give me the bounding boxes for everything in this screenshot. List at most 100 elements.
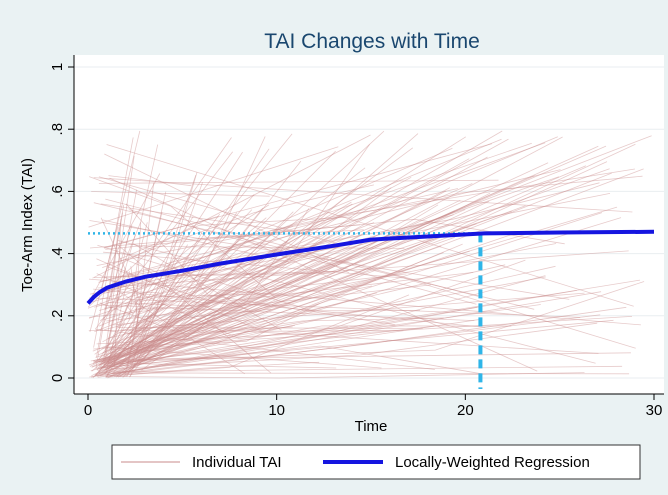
individual-tai-line-123 [108, 225, 133, 302]
individual-tai-line-214 [106, 294, 410, 377]
individual-tai-line-113 [89, 225, 119, 333]
individual-tai-line-216 [116, 280, 248, 377]
y-tick-label-0: 0 [49, 374, 66, 382]
individual-tai-line-31 [100, 130, 141, 292]
individual-tai-line-128 [108, 227, 119, 326]
individual-tai-line-94 [122, 295, 213, 378]
individual-tai-line-157 [93, 272, 335, 278]
individual-tai-line-19 [100, 279, 641, 368]
individual-tai-line-138 [107, 281, 645, 363]
individual-tai-line-190 [95, 212, 123, 369]
individual-tai-line-98 [132, 207, 264, 369]
individual-tai-line-202 [96, 234, 512, 376]
individual-tai-line-228 [109, 287, 239, 354]
individual-tai-line-221 [118, 216, 352, 260]
individual-tai-line-65 [103, 251, 636, 349]
individual-tai-line-36 [116, 306, 478, 375]
individual-tai-line-168 [114, 372, 585, 379]
individual-tai-line-176 [108, 175, 192, 187]
individual-tai-line-169 [109, 200, 490, 377]
individual-tai-line-223 [117, 208, 310, 378]
individual-tai-line-111 [139, 212, 603, 362]
individual-tai-line-86 [135, 182, 155, 334]
individual-tai-line-32 [92, 134, 371, 279]
individual-tai-lines [87, 130, 652, 379]
individual-tai-line-130 [141, 187, 392, 371]
individual-tai-line-48 [106, 144, 634, 307]
individual-tai-line-209 [95, 250, 470, 358]
chart-title: TAI Changes with Time [264, 30, 480, 53]
individual-tai-line-78 [96, 278, 376, 377]
individual-tai-line-0 [105, 198, 479, 297]
individual-tai-line-145 [91, 190, 447, 377]
individual-tai-line-121 [107, 145, 599, 367]
individual-tai-line-125 [95, 168, 610, 375]
individual-tai-line-44 [98, 172, 612, 375]
individual-tai-line-193 [89, 224, 361, 249]
individual-tai-line-88 [97, 250, 629, 289]
individual-tai-line-79 [91, 232, 437, 368]
individual-tai-line-151 [112, 291, 602, 375]
individual-tai-line-172 [124, 259, 174, 280]
individual-tai-line-57 [105, 346, 382, 369]
individual-tai-line-132 [106, 147, 414, 375]
individual-tai-line-189 [135, 293, 283, 298]
individual-tai-line-35 [128, 209, 477, 305]
y-tick-label-4: .8 [49, 123, 66, 136]
individual-tai-line-6 [96, 273, 348, 340]
individual-tai-line-91 [132, 174, 197, 362]
regression-curve [86, 229, 655, 305]
legend: Individual TAI Locally-Weighted Regressi… [111, 444, 641, 480]
individual-tai-line-188 [91, 232, 203, 372]
individual-tai-line-21 [99, 214, 454, 311]
individual-tai-line-81 [89, 318, 482, 378]
x-tick-label-0: 0 [84, 402, 92, 419]
grid-lines [74, 66, 664, 379]
y-tick-label-1: .2 [49, 310, 66, 323]
individual-tai-line-212 [120, 292, 585, 331]
y-tick-label-3: .6 [49, 185, 66, 198]
y-tick-label-2: .4 [49, 247, 66, 260]
individual-tai-line-15 [103, 254, 308, 321]
individual-tai-line-2 [94, 256, 267, 308]
individual-tai-line-77 [100, 275, 546, 377]
legend-label-individual-tai: Individual TAI [192, 454, 282, 471]
individual-tai-line-116 [104, 153, 350, 274]
individual-tai-line-47 [98, 136, 558, 327]
individual-tai-line-131 [104, 155, 135, 352]
individual-tai-line-150 [98, 175, 535, 362]
individual-tai-line-80 [97, 244, 421, 312]
individual-tai-line-8 [89, 272, 474, 318]
individual-tai-line-95 [95, 328, 435, 370]
individual-tai-line-200 [130, 266, 139, 327]
individual-tai-line-69 [91, 245, 442, 368]
individual-tai-line-185 [107, 217, 622, 376]
individual-tai-line-115 [104, 285, 372, 365]
individual-tai-line-11 [103, 281, 164, 361]
individual-tai-line-90 [96, 290, 577, 345]
individual-tai-line-55 [95, 133, 293, 376]
individual-tai-line-175 [104, 172, 198, 374]
individual-tai-line-120 [98, 176, 335, 244]
individual-tai-line-149 [88, 205, 526, 366]
individual-tai-line-117 [107, 302, 211, 307]
individual-tai-line-201 [100, 235, 320, 365]
individual-tai-line-161 [92, 217, 267, 365]
individual-tai-line-87 [105, 271, 130, 373]
individual-tai-line-166 [111, 303, 320, 350]
individual-tai-line-107 [104, 144, 159, 311]
individual-tai-line-186 [109, 194, 255, 368]
individual-tai-line-199 [88, 173, 161, 302]
individual-tai-line-122 [125, 136, 266, 377]
individual-tai-line-118 [104, 167, 366, 371]
individual-tai-line-146 [110, 156, 488, 364]
individual-tai-line-97 [93, 177, 633, 213]
individual-tai-line-139 [105, 218, 565, 250]
individual-tai-line-204 [143, 212, 238, 360]
y-tick-label-5: 1 [49, 63, 66, 71]
individual-tai-line-136 [117, 327, 423, 329]
axes: 0.2.4.6.810 10 20 30 [49, 55, 664, 419]
individual-tai-line-7 [94, 222, 375, 333]
individual-tai-line-40 [94, 309, 215, 377]
